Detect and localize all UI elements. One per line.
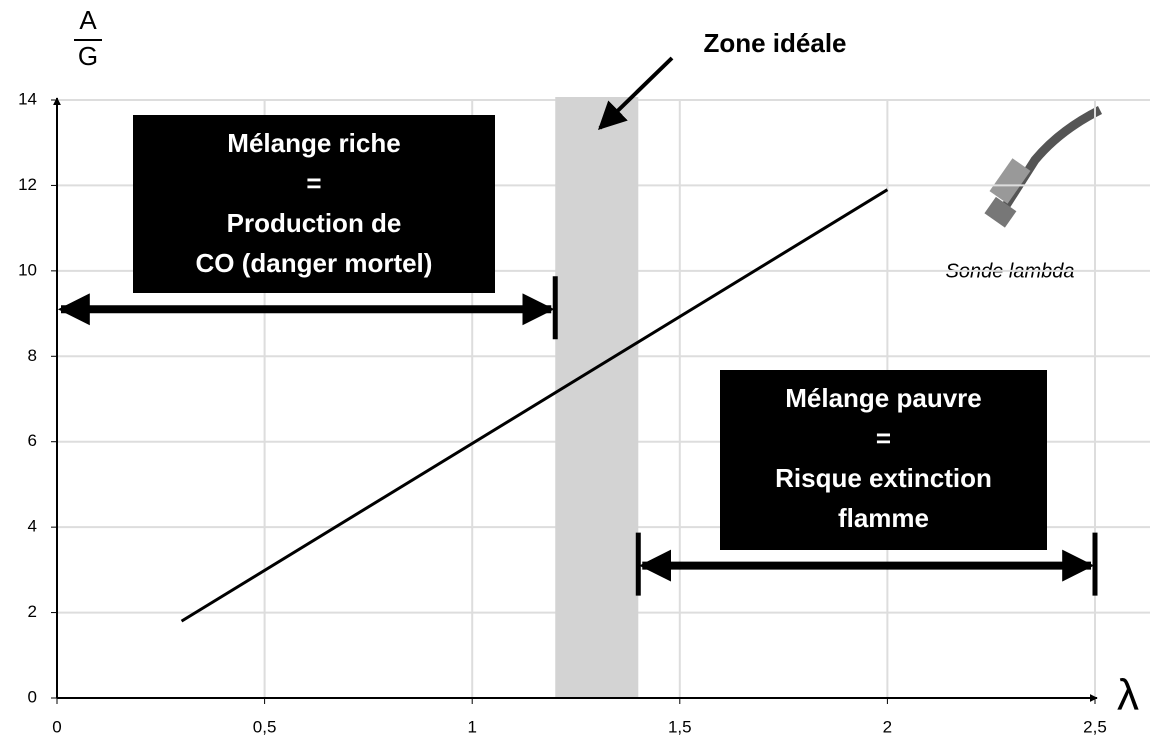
y-tick-label: 14 [18, 89, 37, 108]
x-tick-label: 1,5 [668, 717, 692, 736]
y-label-bottom: G [78, 41, 98, 71]
lean-text: flamme [838, 503, 929, 533]
rich-box [133, 115, 495, 293]
y-tick-label: 12 [18, 175, 37, 194]
x-tick-label: 0,5 [253, 717, 277, 736]
x-label: λ [1117, 671, 1139, 720]
lean-box [720, 370, 1047, 550]
zone-label: Zone idéale [703, 28, 846, 58]
y-tick-label: 6 [28, 431, 37, 450]
data-line [180, 188, 889, 623]
zone-pointer [597, 56, 674, 130]
x-tick-label: 1 [467, 717, 476, 736]
ideal-zone [555, 97, 639, 698]
x-tick-label: 2,5 [1083, 717, 1107, 736]
lean-text: Risque extinction [775, 463, 992, 493]
y-tick-label: 10 [18, 260, 37, 279]
y-tick-label: 2 [28, 602, 37, 621]
rich-text: CO (danger mortel) [196, 248, 433, 278]
x-tick-label: 2 [883, 717, 892, 736]
rich-text: = [306, 168, 321, 198]
lean-text: Mélange pauvre [785, 383, 982, 413]
y-tick-label: 4 [28, 517, 37, 536]
sensor-icon [984, 105, 1103, 228]
y-label-top: A [79, 5, 97, 35]
rich-text: Production de [227, 208, 402, 238]
y-tick-label: 8 [28, 346, 37, 365]
lean-text: = [876, 423, 891, 453]
y-tick-label: 0 [28, 687, 37, 706]
x-tick-label: 0 [52, 717, 61, 736]
rich-text: Mélange riche [227, 128, 400, 158]
